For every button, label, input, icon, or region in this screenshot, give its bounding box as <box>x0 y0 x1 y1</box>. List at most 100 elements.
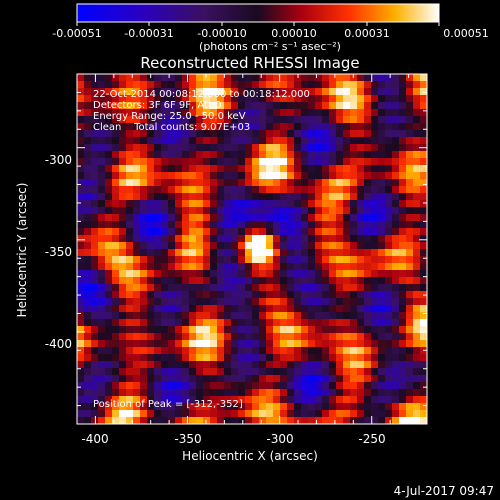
heatmap-cell <box>343 389 351 397</box>
heatmap-cell <box>315 130 323 138</box>
heatmap-cell <box>336 200 344 208</box>
heatmap-cell <box>252 312 260 320</box>
heatmap-cell <box>105 88 113 96</box>
heatmap-cell <box>189 382 197 390</box>
heatmap-cell <box>280 214 288 222</box>
heatmap-cell <box>420 95 428 103</box>
heatmap-cell <box>357 270 365 278</box>
heatmap-cell <box>294 165 302 173</box>
heatmap-cell <box>210 347 218 355</box>
heatmap-cell <box>203 375 211 383</box>
heatmap-cell <box>154 389 162 397</box>
heatmap-cell <box>119 221 127 229</box>
heatmap-cell <box>119 375 127 383</box>
heatmap-cell <box>196 137 204 145</box>
x-tick-label: -400 <box>81 432 108 446</box>
heatmap-cell <box>294 340 302 348</box>
heatmap-cell <box>280 95 288 103</box>
heatmap-cell <box>161 326 169 334</box>
heatmap-cell <box>147 326 155 334</box>
heatmap-cell <box>280 172 288 180</box>
heatmap-cell <box>182 354 190 362</box>
heatmap-cell <box>182 221 190 229</box>
heatmap-cell <box>336 193 344 201</box>
heatmap-cell <box>294 347 302 355</box>
heatmap-cell <box>259 109 267 117</box>
heatmap-cell <box>322 81 330 89</box>
heatmap-cell <box>343 144 351 152</box>
heatmap-cell <box>147 382 155 390</box>
heatmap-cell <box>98 109 106 117</box>
heatmap-cell <box>266 340 274 348</box>
heatmap-cell <box>252 319 260 327</box>
heatmap-cell <box>231 326 239 334</box>
heatmap-cell <box>231 193 239 201</box>
heatmap-cell <box>420 361 428 369</box>
heatmap-cell <box>154 417 162 425</box>
heatmap-cell <box>105 144 113 152</box>
heatmap-cell <box>301 256 309 264</box>
heatmap-cell <box>161 193 169 201</box>
heatmap-cell <box>287 221 295 229</box>
heatmap-cell <box>245 263 253 271</box>
heatmap-cell <box>161 284 169 292</box>
heatmap-cell <box>287 382 295 390</box>
heatmap-cell <box>203 221 211 229</box>
heatmap-cell <box>252 116 260 124</box>
heatmap-cell <box>231 81 239 89</box>
heatmap-cell <box>98 158 106 166</box>
heatmap-cell <box>126 235 134 243</box>
heatmap-cell <box>315 403 323 411</box>
heatmap-cell <box>112 256 120 264</box>
heatmap-cell <box>329 123 337 131</box>
heatmap-cell <box>406 102 414 110</box>
heatmap-cell <box>336 284 344 292</box>
heatmap-cell <box>273 179 281 187</box>
heatmap-cell <box>224 165 232 173</box>
heatmap-cell <box>308 193 316 201</box>
heatmap-cell <box>378 235 386 243</box>
heatmap-cell <box>196 375 204 383</box>
heatmap-cell <box>168 158 176 166</box>
heatmap-cell <box>84 137 92 145</box>
heatmap-cell <box>343 109 351 117</box>
heatmap-cell <box>133 270 141 278</box>
heatmap-cell <box>224 396 232 404</box>
heatmap-cell <box>175 88 183 96</box>
heatmap-cell <box>252 361 260 369</box>
heatmap-cell <box>350 242 358 250</box>
heatmap-cell <box>217 151 225 159</box>
heatmap-cell <box>175 417 183 425</box>
heatmap-cell <box>371 270 379 278</box>
heatmap-cell <box>301 116 309 124</box>
heatmap-cell <box>91 417 99 425</box>
heatmap-cell <box>336 165 344 173</box>
heatmap-cell <box>140 228 148 236</box>
heatmap-cell <box>343 368 351 376</box>
heatmap-cell <box>224 242 232 250</box>
heatmap-cell <box>294 284 302 292</box>
heatmap-cell <box>420 263 428 271</box>
heatmap-cell <box>91 81 99 89</box>
heatmap-cell <box>161 95 169 103</box>
heatmap-cell <box>294 270 302 278</box>
heatmap-cell <box>273 389 281 397</box>
heatmap-cell <box>294 186 302 194</box>
heatmap-cell <box>273 130 281 138</box>
heatmap-cell <box>119 305 127 313</box>
heatmap-cell <box>161 137 169 145</box>
heatmap-cell <box>266 207 274 215</box>
heatmap-cell <box>147 284 155 292</box>
heatmap-cell <box>98 172 106 180</box>
heatmap-cell <box>84 81 92 89</box>
heatmap-cell <box>231 340 239 348</box>
annotation-time-range: 22-Oct-2014 00:08:12.000 to 00:18:12.000 <box>93 89 310 100</box>
heatmap-cell <box>364 81 372 89</box>
heatmap-cell <box>315 116 323 124</box>
heatmap-cell <box>252 179 260 187</box>
heatmap-cell <box>245 123 253 131</box>
heatmap-cell <box>371 347 379 355</box>
heatmap-cell <box>406 137 414 145</box>
heatmap-cell <box>112 81 120 89</box>
heatmap-cell <box>287 354 295 362</box>
